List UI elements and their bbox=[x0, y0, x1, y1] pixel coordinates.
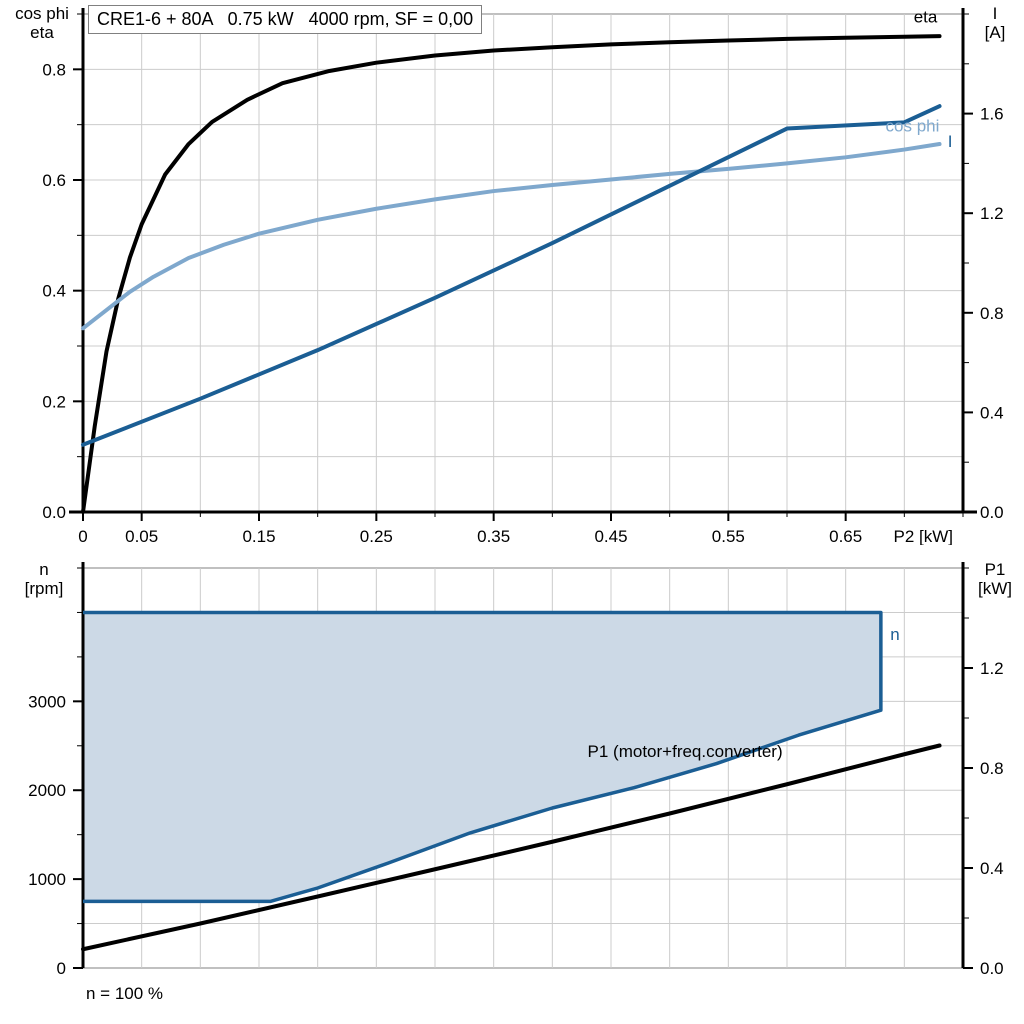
y-tick-label: 1000 bbox=[28, 870, 66, 889]
y2-tick-label: 0.0 bbox=[980, 959, 1004, 978]
y-tick-label: 2000 bbox=[28, 781, 66, 800]
chart-title-box: CRE1-6 + 80A 0.75 kW 4000 rpm, SF = 0,00 bbox=[88, 5, 482, 34]
bottom-left-axis-title: n [rpm] bbox=[8, 560, 80, 598]
y2-tick-label: 0.4 bbox=[980, 859, 1004, 878]
y2-tick-label: 1.2 bbox=[980, 659, 1004, 678]
motor-performance-chart-sheet: 00.050.150.250.350.450.550.65P2 [kW]0.00… bbox=[0, 0, 1024, 1024]
y-tick-label: 0 bbox=[57, 959, 66, 978]
speed-note: n = 100 % bbox=[86, 984, 163, 1003]
y-tick-label: 3000 bbox=[28, 692, 66, 711]
curve-label-speed: n bbox=[890, 625, 899, 644]
bottom-right-axis-title: P1 [kW] bbox=[968, 560, 1022, 598]
bottom-chart-grid bbox=[83, 568, 963, 968]
curve-label-p1: P1 (motor+freq.converter) bbox=[588, 742, 783, 761]
y2-tick-label: 0.8 bbox=[980, 759, 1004, 778]
bottom-chart-plot: 0 1000 2000 3000 0.0 0.4 0.8 1.2 n P1 (motor+freq… bbox=[0, 0, 1024, 1024]
